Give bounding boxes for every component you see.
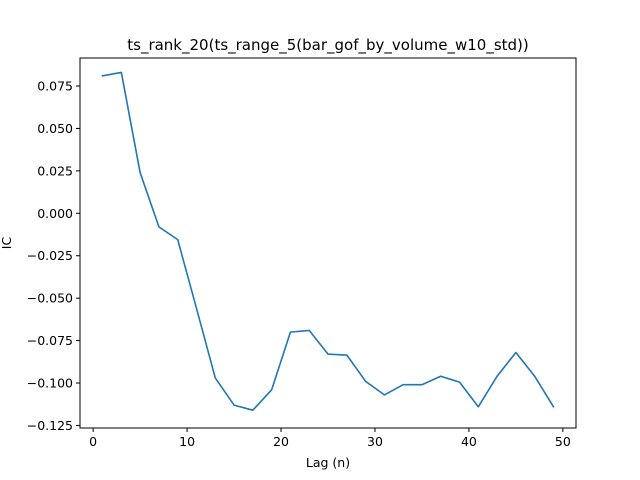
y-tick-label: −0.075: [27, 333, 73, 348]
y-tick-label: −0.125: [27, 418, 73, 433]
x-tick-label: 20: [273, 434, 289, 449]
y-tick-label: 0.075: [37, 79, 73, 94]
plot-area: [101, 71, 555, 411]
y-tick-label: −0.050: [27, 291, 73, 306]
x-tick-label: 50: [555, 434, 571, 449]
y-tick-label: −0.100: [27, 376, 73, 391]
x-tick-label: 0: [89, 434, 97, 449]
x-tick-label: 10: [179, 434, 195, 449]
x-tick-label: 30: [367, 434, 383, 449]
x-axis: 0 10 20 30 40 50: [89, 428, 571, 449]
series-line: [101, 71, 555, 411]
y-tick-label: 0.050: [37, 121, 73, 136]
y-axis: −0.125 −0.100 −0.075 −0.050 −0.025 0.000 0.025…: [27, 79, 80, 433]
y-tick-label: 0.000: [37, 206, 73, 221]
y-tick-label: −0.025: [27, 248, 73, 263]
y-axis-title: IC: [0, 237, 14, 250]
y-tick-label: 0.025: [37, 163, 73, 178]
chart-title: ts_rank_20(ts_range_5(bar_gof_by_volume_…: [127, 36, 529, 55]
x-axis-title: Lag (n): [306, 455, 350, 470]
x-tick-label: 40: [461, 434, 477, 449]
axes-frame: [79, 57, 577, 429]
